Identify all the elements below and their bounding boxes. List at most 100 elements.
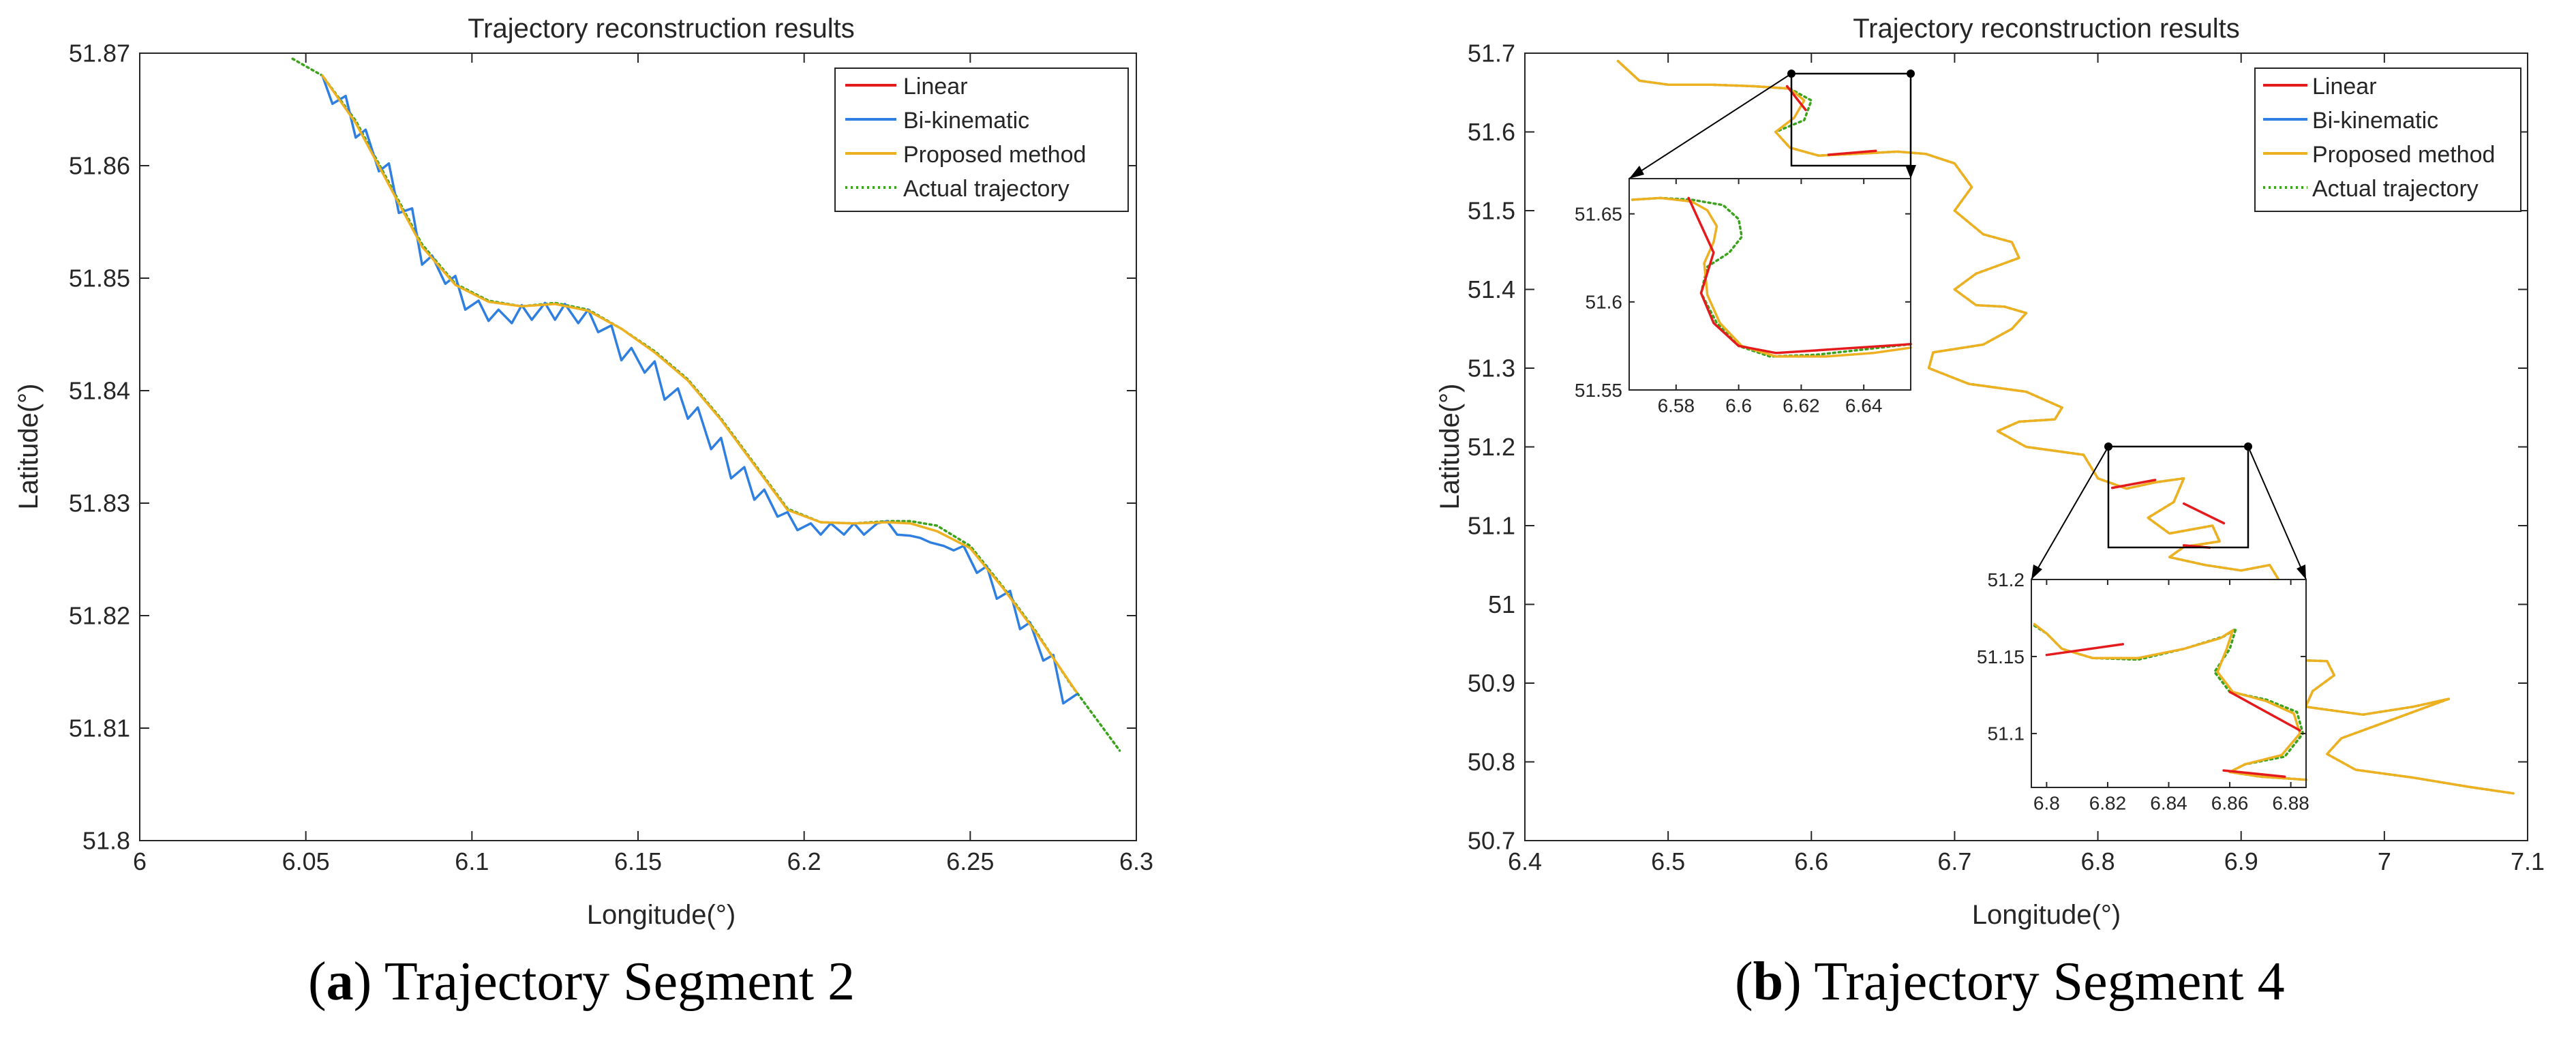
panel-b-legend: Linear Bi-kinematic Proposed method Actu… xyxy=(2254,67,2521,212)
panel-a-series-bi_kinematic xyxy=(321,74,1078,705)
panel-b-ytick-label: 50.9 xyxy=(1468,669,1515,697)
caption-b: (b) Trajectory Segment 4 xyxy=(1735,952,2285,1012)
inset-2-ytick-label: 51.2 xyxy=(1988,569,2025,590)
inset-2-series-linear-segment xyxy=(2228,691,2301,732)
panel-b-ytick-label: 51.6 xyxy=(1468,118,1515,146)
panel-b-xlabel: Longitude(°) xyxy=(1972,900,2121,930)
panel-b-ytick-label: 51.5 xyxy=(1468,197,1515,225)
panel-b-xtick-label: 7.1 xyxy=(2511,847,2545,875)
inset-1: 6.58 6.6 6.62 6.64 51.55 51.6 51.65 xyxy=(1575,178,1912,416)
caption-a-text: Trajectory Segment 2 xyxy=(384,952,855,1012)
panel-b-ytick-label: 50.7 xyxy=(1468,827,1515,855)
inset-1-background xyxy=(1629,179,1911,390)
legend-a-label-actual: Actual trajectory xyxy=(903,176,1070,202)
inset-2-ytick-label: 51.15 xyxy=(1977,646,2025,667)
legend-b-label-proposed: Proposed method xyxy=(2312,142,2495,168)
panel-a-ylabel: Latitude(°) xyxy=(14,384,44,510)
panel-a-plot-area xyxy=(291,57,1121,752)
panel-b-xtick-label: 6.4 xyxy=(1508,847,1542,875)
panel-b-xtick-label: 6.6 xyxy=(1794,847,1828,875)
panel-a-axes-box xyxy=(139,52,1137,841)
inset-2-xtick-label: 6.82 xyxy=(2089,792,2127,813)
panel-b: Trajectory reconstruction results 6.4 6.5… xyxy=(1435,14,2545,930)
zoom-connector xyxy=(1628,73,1792,179)
legend-b-label-linear: Linear xyxy=(2312,74,2377,100)
inset-2-series-proposed xyxy=(2033,622,2307,781)
inset-1-ytick-label: 51.65 xyxy=(1575,203,1622,224)
inset-2-series-linear-segment xyxy=(2222,769,2286,778)
panel-b-ylabel: Latitude(°) xyxy=(1435,384,1465,510)
legend-a-label-proposed: Proposed method xyxy=(903,142,1086,168)
panel-a-xtick-label: 6.05 xyxy=(282,847,330,875)
zoom-connector xyxy=(2031,446,2109,580)
panel-b-legend-box xyxy=(2254,67,2521,212)
panel-b-ytick-label: 50.8 xyxy=(1468,748,1515,776)
panel-b-title: Trajectory reconstruction results xyxy=(1853,14,2240,44)
panel-a-xtick-label: 6 xyxy=(133,847,147,875)
inset-1-box xyxy=(1628,178,1911,391)
panel-b-series-linear-segment xyxy=(1827,149,1877,156)
panel-a-ytick-label: 51.86 xyxy=(69,152,130,180)
inset-2-ticks: 6.8 6.82 6.84 6.86 6.88 51.1 51.15 51.2 xyxy=(1977,569,2309,814)
panel-b-ytick-label: 51 xyxy=(1488,590,1515,618)
panel-a-series-proposed xyxy=(321,74,1078,693)
panel-b-ytick-label: 51.1 xyxy=(1468,512,1515,540)
inset-2: 6.8 6.82 6.84 6.86 6.88 51.1 51.15 51.2 xyxy=(1977,569,2309,814)
panel-b-xtick-label: 6.5 xyxy=(1651,847,1685,875)
panel-a-xtick-label: 6.15 xyxy=(614,847,662,875)
caption-b-letter: b xyxy=(1753,952,1784,1012)
panel-a-xtick-label: 6.25 xyxy=(946,847,994,875)
panel-a-ticks: 6 6.05 6.1 6.15 6.2 6.25 6.3 51.8 51.81 51.82 51.8… xyxy=(69,40,1153,875)
panel-b-series-linear-segment xyxy=(1785,85,1807,111)
inset-1-xtick-label: 6.64 xyxy=(1845,395,1883,416)
zoom-arrowhead xyxy=(1629,166,1644,179)
caption-b-text: Trajectory Segment 4 xyxy=(1814,952,2285,1012)
panel-a-xlabel: Longitude(°) xyxy=(587,900,736,930)
inset-2-xtick-label: 6.8 xyxy=(2033,792,2060,813)
inset-2-background xyxy=(2031,579,2306,787)
panel-a-title: Trajectory reconstruction results xyxy=(468,14,855,44)
panel-a-ytick-label: 51.87 xyxy=(69,40,130,67)
zoom-connector xyxy=(2247,446,2307,580)
inset-1-ytick-label: 51.55 xyxy=(1575,380,1622,401)
inset-2-box xyxy=(2031,579,2307,788)
inset-2-plot-area xyxy=(2033,622,2307,781)
panel-b-series-proposed xyxy=(1616,59,2515,795)
panel-b-xtick-label: 6.7 xyxy=(1937,847,1971,875)
legend-a-label-bi-kinematic: Bi-kinematic xyxy=(903,108,1029,134)
caption-a: (a) Trajectory Segment 2 xyxy=(308,952,855,1012)
panel-b-ytick-label: 51.4 xyxy=(1468,275,1515,303)
panel-b-ytick-label: 51.2 xyxy=(1468,433,1515,461)
panel-b-ticks: 6.4 6.5 6.6 6.7 6.8 6.9 7 7.1 50.7 50.8 50.9 51 51.1… xyxy=(1468,40,2545,875)
inset-1-xtick-label: 6.58 xyxy=(1658,395,1695,416)
panel-b-axes-box xyxy=(1524,52,2528,841)
inset-1-series-linear xyxy=(1687,196,1912,355)
legend-b-label-bi-kinematic: Bi-kinematic xyxy=(2312,108,2438,134)
panel-a-ytick-label: 51.84 xyxy=(69,377,130,405)
panel-a-ytick-label: 51.85 xyxy=(69,265,130,292)
panel-b-xtick-label: 7 xyxy=(2378,847,2391,875)
panel-b-ytick-label: 51.7 xyxy=(1468,40,1515,67)
legend-a-label-linear: Linear xyxy=(903,74,968,100)
panel-a-ytick-label: 51.81 xyxy=(69,714,130,742)
inset-1-xtick-label: 6.62 xyxy=(1783,395,1820,416)
inset-1-ytick-label: 51.6 xyxy=(1586,292,1623,313)
panel-a: Trajectory reconstruction results 6 6.05 6… xyxy=(14,14,1153,930)
panel-b-xtick-label: 6.8 xyxy=(2081,847,2115,875)
zoom-arrowhead xyxy=(1905,165,1916,179)
inset-2-series-linear-segment xyxy=(2045,643,2125,657)
panel-a-xtick-label: 6.3 xyxy=(1119,847,1153,875)
panel-b-series-linear-segment xyxy=(2110,479,2157,490)
panel-b-series-linear-segment xyxy=(2182,502,2226,525)
panel-a-xtick-label: 6.1 xyxy=(455,847,489,875)
panel-a-ytick-label: 51.82 xyxy=(69,602,130,630)
panel-a-ytick-label: 51.8 xyxy=(82,827,130,855)
panel-b-xtick-label: 6.9 xyxy=(2224,847,2258,875)
caption-a-letter: a xyxy=(326,952,354,1012)
panel-a-ytick-label: 51.83 xyxy=(69,490,130,517)
panel-a-legend: Linear Bi-kinematic Proposed method Actu… xyxy=(834,67,1129,212)
inset-1-ticks: 6.58 6.6 6.62 6.64 51.55 51.6 51.65 xyxy=(1575,179,1911,416)
inset-2-xtick-label: 6.88 xyxy=(2272,792,2309,813)
inset-2-xtick-label: 6.86 xyxy=(2211,792,2249,813)
